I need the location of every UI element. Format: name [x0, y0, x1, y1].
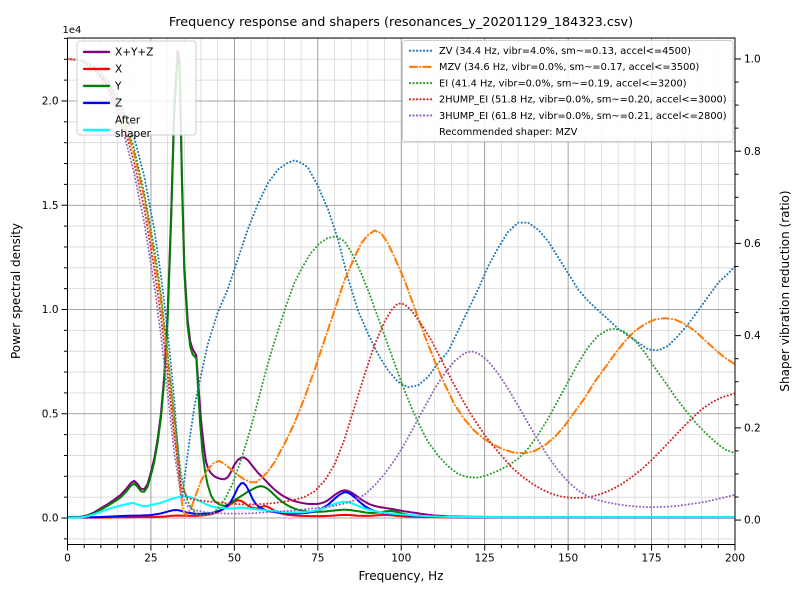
legend-label: Z	[115, 98, 122, 110]
series-ei	[67, 57, 735, 517]
legend-label: shaper	[115, 128, 152, 140]
series-y	[67, 56, 735, 519]
y-left-tick-label: 0.5	[42, 408, 59, 420]
legend-label: X	[115, 64, 122, 76]
legend-label: MZV (34.6 Hz, vibr=0.0%, sm~=0.17, accel…	[439, 62, 699, 73]
legend-box	[76, 40, 197, 136]
y-left-tick-label: 1.5	[42, 200, 59, 212]
y-right-tick-label: 0.6	[744, 238, 761, 250]
legend-box	[402, 40, 734, 142]
x-tick-label: 200	[725, 553, 745, 565]
x-tick-label: 175	[642, 553, 662, 565]
y-left-tick-label: 0.0	[42, 513, 59, 525]
x-axis-label: Frequency, Hz	[359, 569, 444, 583]
y-left-tick-label: 2.0	[42, 96, 59, 108]
legend-label: ZV (34.4 Hz, vibr=4.0%, sm~=0.13, accel<…	[439, 46, 691, 57]
series-3hump-ei	[67, 57, 735, 515]
x-tick-label: 100	[391, 553, 411, 565]
x-tick-label: 125	[475, 553, 495, 565]
legend-label: EI (41.4 Hz, vibr=0.0%, sm~=0.19, accel<…	[439, 78, 687, 89]
chart-title: Frequency response and shapers (resonanc…	[169, 15, 633, 30]
legend-label: 2HUMP_EI (51.8 Hz, vibr=0.0%, sm~=0.20, …	[439, 95, 727, 106]
y-right-tick-label: 1.0	[744, 54, 761, 66]
series-after-shaper	[67, 495, 735, 519]
legend-label: Y	[114, 81, 122, 93]
x-tick-label: 150	[558, 553, 578, 565]
series-mzv	[67, 57, 735, 517]
y-left-label: Power spectral density	[9, 223, 23, 359]
offset-label: 1e4	[63, 25, 82, 36]
y-left-tick-label: 1.0	[42, 304, 59, 316]
x-tick-label: 75	[311, 553, 324, 565]
y-right-label: Shaper vibration reduction (ratio)	[778, 190, 792, 391]
y-right-tick-label: 0.4	[744, 330, 761, 342]
legend-label: X+Y+Z	[115, 47, 153, 59]
recommended-note: Recommended shaper: MZV	[439, 127, 578, 138]
y-right-tick-label: 0.8	[744, 146, 761, 158]
legend-shapers: ZV (34.4 Hz, vibr=4.0%, sm~=0.13, accel<…	[402, 40, 734, 142]
legend-label: After	[115, 115, 141, 127]
x-tick-label: 50	[228, 553, 241, 565]
series-2hump-ei	[67, 57, 735, 506]
y-right-tick-label: 0.2	[744, 422, 761, 434]
x-tick-label: 25	[144, 553, 157, 565]
series-zv	[67, 57, 735, 499]
x-tick-label: 0	[64, 553, 71, 565]
legend-label: 3HUMP_EI (61.8 Hz, vibr=0.0%, sm~=0.21, …	[439, 111, 727, 122]
y-right-tick-label: 0.0	[744, 515, 761, 527]
